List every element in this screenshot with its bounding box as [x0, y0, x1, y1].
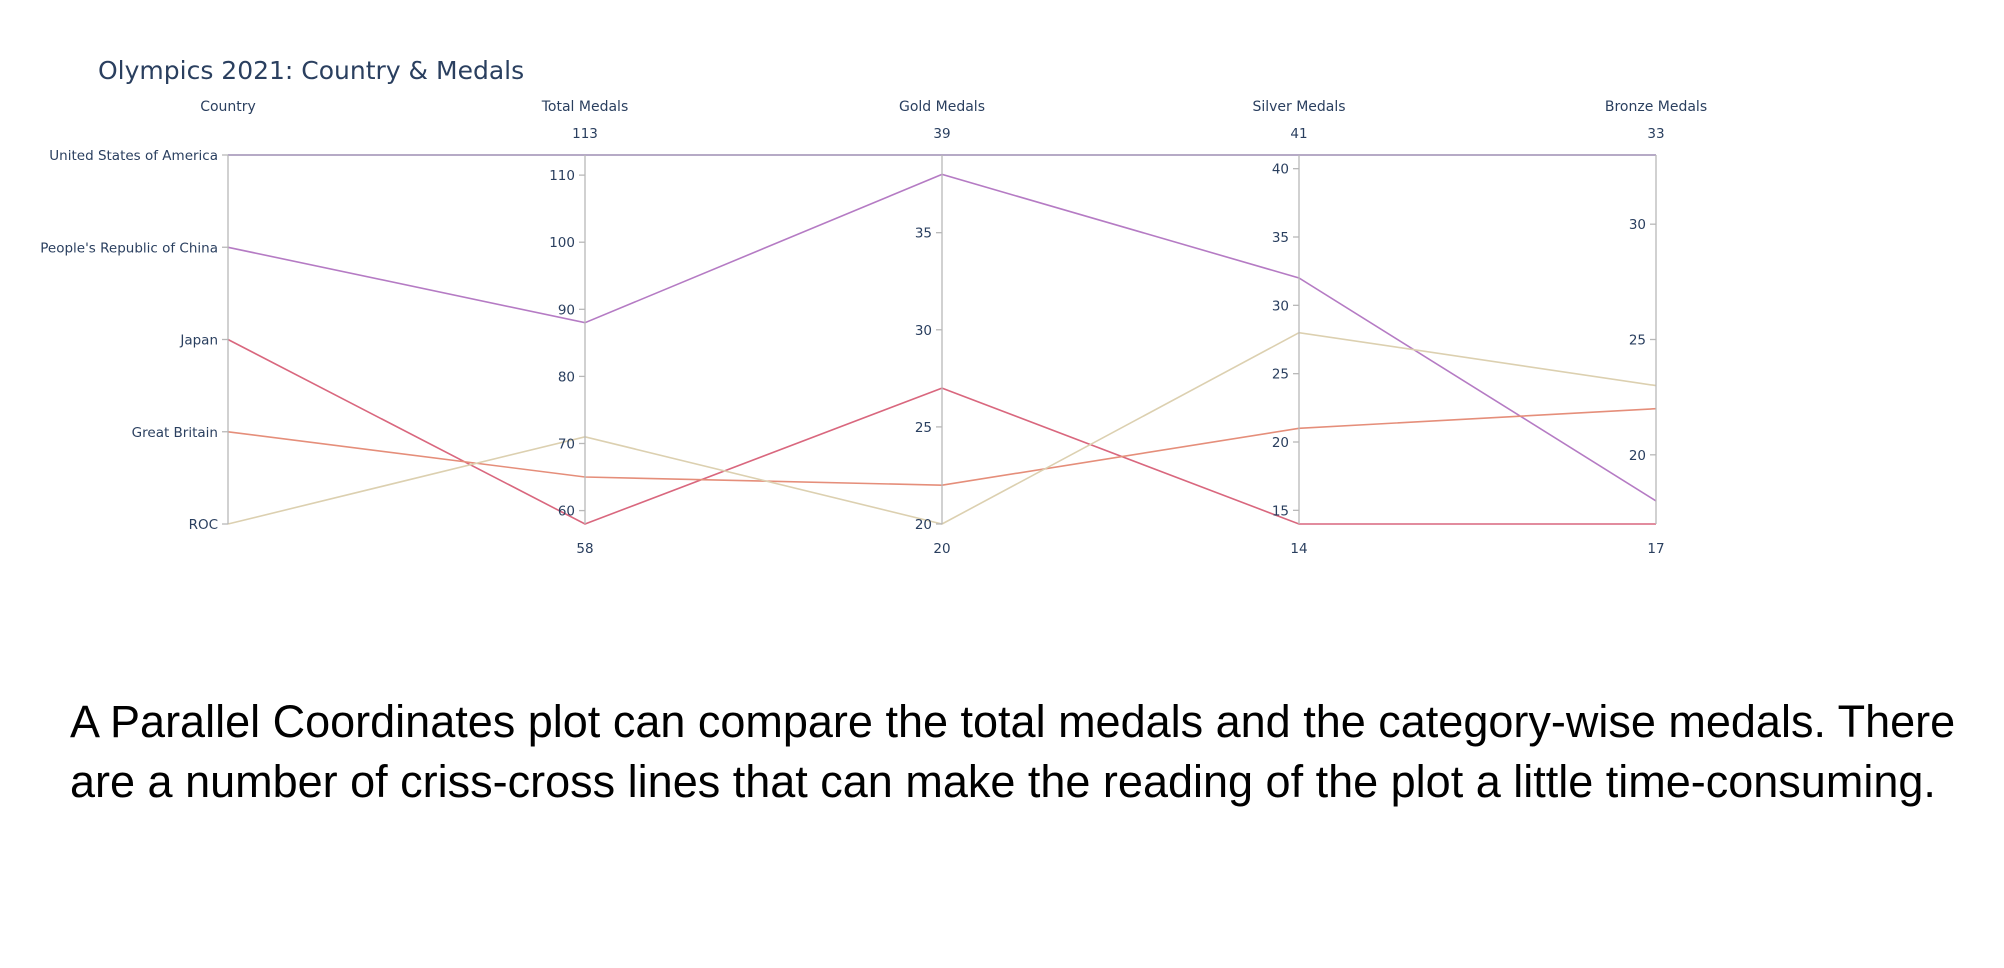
- category-label: Japan: [179, 333, 218, 349]
- axis-silver-medals: Silver Medals 41 14 15 20 25 30 35 40: [1252, 99, 1345, 557]
- tick-label: 70: [558, 436, 575, 452]
- category-label: People's Republic of China: [40, 240, 218, 256]
- axis-total-medals: Total Medals 113 58 60 70 80 90 100 110: [541, 99, 629, 557]
- axis-title: Bronze Medals: [1605, 99, 1707, 115]
- axis-title: Country: [200, 99, 256, 115]
- tick-label: 20: [1629, 448, 1646, 464]
- axis-max-label: 33: [1647, 126, 1664, 142]
- axes: Country United States of America People's …: [40, 99, 1707, 557]
- tick-label: 30: [1629, 217, 1646, 233]
- tick-label: 20: [915, 517, 932, 533]
- axis-min-label: 20: [933, 541, 950, 557]
- axis-max-label: 41: [1290, 126, 1307, 142]
- axis-min-label: 58: [576, 541, 593, 557]
- caption-text: A Parallel Coordinates plot can compare …: [70, 696, 1956, 807]
- axis-bronze-medals: Bronze Medals 33 17 20 25 30: [1605, 99, 1707, 557]
- tick-label: 60: [558, 504, 575, 520]
- tick-label: 100: [549, 235, 575, 251]
- tick-label: 30: [915, 323, 932, 339]
- tick-label: 30: [1272, 298, 1289, 314]
- tick-label: 20: [1272, 435, 1289, 451]
- tick-label: 25: [915, 420, 932, 436]
- axis-min-label: 17: [1647, 541, 1664, 557]
- axis-country: Country United States of America People's …: [40, 99, 256, 533]
- axis-min-label: 14: [1290, 541, 1307, 557]
- axis-title: Total Medals: [541, 99, 629, 115]
- tick-label: 25: [1629, 333, 1646, 349]
- axis-max-label: 113: [572, 126, 598, 142]
- category-label: ROC: [189, 517, 218, 533]
- tick-label: 110: [549, 168, 575, 184]
- chart-title: Olympics 2021: Country & Medals: [98, 56, 524, 85]
- tick-label: 35: [1272, 230, 1289, 246]
- tick-label: 35: [915, 226, 932, 242]
- tick-label: 25: [1272, 367, 1289, 383]
- tick-label: 90: [558, 302, 575, 318]
- tick-label: 15: [1272, 503, 1289, 519]
- axis-title: Silver Medals: [1252, 99, 1345, 115]
- tick-label: 40: [1272, 162, 1289, 178]
- category-label: Great Britain: [132, 425, 218, 441]
- tick-label: 80: [558, 369, 575, 385]
- category-label: United States of America: [49, 148, 218, 164]
- axis-title: Gold Medals: [899, 99, 985, 115]
- axis-max-label: 39: [933, 126, 950, 142]
